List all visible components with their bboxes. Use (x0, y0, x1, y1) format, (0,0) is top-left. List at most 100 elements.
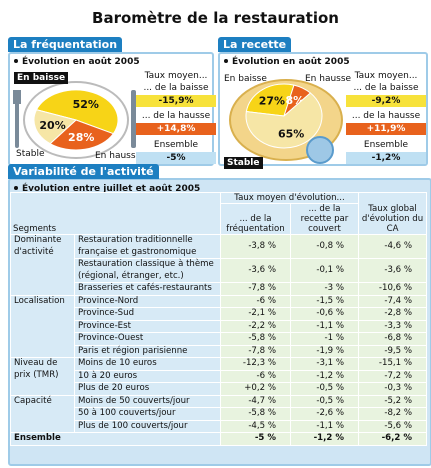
row-label: Province-Ouest (74, 332, 221, 346)
rates: Taux moyen... ... de la baisse -9,2% ... de… (346, 70, 426, 165)
table-value: -12,3 % (220, 357, 291, 371)
slice-value: 52% (73, 98, 99, 111)
table-value: -6 % (220, 369, 291, 383)
table-value: -3,6 % (358, 258, 428, 283)
rate-value: +14,8% (136, 123, 216, 135)
row-label: Province-Nord (74, 294, 221, 308)
table-value: -6 % (220, 294, 291, 308)
table-value: -0,1 % (289, 258, 360, 283)
row-label: Restauration traditionnelle française et… (74, 234, 221, 259)
pie-slice (245, 83, 295, 117)
slice-label: En hausse (305, 74, 352, 84)
table-value: -5,8 % (220, 407, 291, 421)
table-value: -5 % (220, 432, 291, 446)
row-label: Province-Sud (74, 307, 221, 321)
table-row: Brasseries et cafés-restaurants -7,8 % -3 … (11, 282, 428, 296)
recette-pie: 27% 8%65% (229, 79, 343, 164)
slice-label: En baisse (14, 72, 69, 84)
header: Taux moyen d'évolution... (219, 192, 360, 204)
table-value: -8,2 % (358, 407, 428, 421)
group-label: Localisation (10, 294, 75, 358)
rate-title: Taux moyen... (144, 71, 208, 81)
row-label: Plus de 20 euros (74, 382, 221, 396)
table-value: -2,1 % (220, 307, 291, 321)
frequentation-pie: 52% 28%20% (13, 81, 136, 159)
rate-label: ... de la baisse (143, 83, 209, 93)
total-label: Ensemble (10, 432, 221, 446)
table-value: -5,8 % (220, 332, 291, 346)
slice-value: 27% (259, 95, 285, 108)
table-value: -0,8 % (289, 234, 360, 259)
table-value: -4,5 % (220, 419, 291, 433)
rates: Taux moyen... ... de la baisse -15,9% ... d… (136, 70, 216, 165)
table-row: 50 à 100 couverts/jour -5,8 % -2,6 % -8,2 % (11, 407, 428, 421)
slice-label: En hausse (95, 151, 142, 161)
title: Baromètre de la restauration (92, 9, 339, 27)
table-value: -15,1 % (358, 357, 428, 371)
frequentation-subtitle: Évolution en août 2005 (14, 57, 140, 67)
rate-value: -15,9% (136, 95, 216, 107)
pie-slice (245, 92, 323, 149)
table-value: -4,7 % (220, 394, 291, 408)
table-value: -1,2 % (289, 432, 360, 446)
slice-value: 65% (278, 128, 304, 141)
table-value: -3,3 % (358, 319, 428, 333)
slice-label: Stable (16, 149, 45, 159)
table-value: -4,6 % (358, 234, 428, 259)
rate-label: ... de la baisse (353, 83, 419, 93)
table-value: -0,5 % (289, 382, 360, 396)
table-value: -5,2 % (358, 394, 428, 408)
table-value: -1,1 % (289, 419, 360, 433)
activity-table: Segments Taux moyen d'évolution... Taux … (10, 192, 428, 446)
slice-value: 20% (39, 119, 65, 132)
table-value: -0,6 % (289, 307, 360, 321)
recette-subtitle: Évolution en août 2005 (224, 57, 350, 67)
table-row: Province-Sud -2,1 % -0,6 % -2,8 % (11, 307, 428, 321)
table-value: -3,1 % (289, 357, 360, 371)
table-value: -6,8 % (358, 332, 428, 346)
table-value: -7,4 % (358, 294, 428, 308)
rate-title: Taux moyen... (354, 71, 418, 81)
table-value: +0,2 % (220, 382, 291, 396)
row-label: Plus de 100 couverts/jour (74, 419, 221, 433)
row-label: Restauration classique à thème (régional… (74, 258, 221, 283)
table-value: -7,2 % (358, 369, 428, 383)
group-label: Dominante d'activité (10, 234, 75, 296)
group-label: Niveau de prix (TMR) (10, 357, 75, 396)
slice-label: Stable (224, 157, 263, 169)
rate-label: ... de la hausse (351, 111, 421, 121)
table-row: Capacité Moins de 50 couverts/jour -4,7 % -… (10, 394, 428, 433)
table-value: -6,2 % (358, 432, 428, 446)
table-value: -2,6 % (289, 407, 360, 421)
row-label: Paris et région parisienne (74, 344, 221, 358)
group-label: Capacité (10, 394, 75, 433)
table-value: -1 % (289, 332, 360, 346)
rate-value: +11,9% (346, 123, 426, 135)
header: ... de la recette par couvert (289, 203, 360, 235)
table-value: -3,8 % (220, 234, 291, 259)
row-label: Brasseries et cafés-restaurants (74, 282, 221, 296)
rate-value: -5% (136, 152, 216, 164)
table-row: 10 à 20 euros -6 % -1,2 % -7,2 % (11, 369, 428, 383)
table-value: -1,1 % (289, 319, 360, 333)
table-row: Dominante d'activité Restauration traditi… (10, 234, 428, 296)
table-row: Niveau de prix (TMR) Moins de 10 euros -12… (10, 357, 428, 396)
row-label: Moins de 50 couverts/jour (74, 394, 221, 408)
row-label: 10 à 20 euros (74, 369, 221, 383)
table-value: -7,8 % (220, 282, 291, 296)
table-row: Restauration classique à thème (régional… (11, 258, 428, 283)
activity-subtitle: Évolution entre juillet et août 2005 (14, 184, 200, 194)
table-row: Localisation Province-Nord -6 % -1,5 % -7,4 … (10, 294, 428, 358)
row-label: 50 à 100 couverts/jour (74, 407, 221, 421)
pie-slice (33, 109, 78, 145)
rate-value: -9,2% (346, 95, 426, 107)
table-value: -7,8 % (220, 344, 291, 358)
table-value: -2,2 % (220, 319, 291, 333)
table-value: -1,2 % (289, 369, 360, 383)
pie-slice (49, 119, 115, 151)
header: Taux global d'évolution du CA (358, 192, 428, 235)
table-value: -0,5 % (289, 394, 360, 408)
table-value: -2,8 % (358, 307, 428, 321)
table-value: -5,6 % (358, 419, 428, 433)
